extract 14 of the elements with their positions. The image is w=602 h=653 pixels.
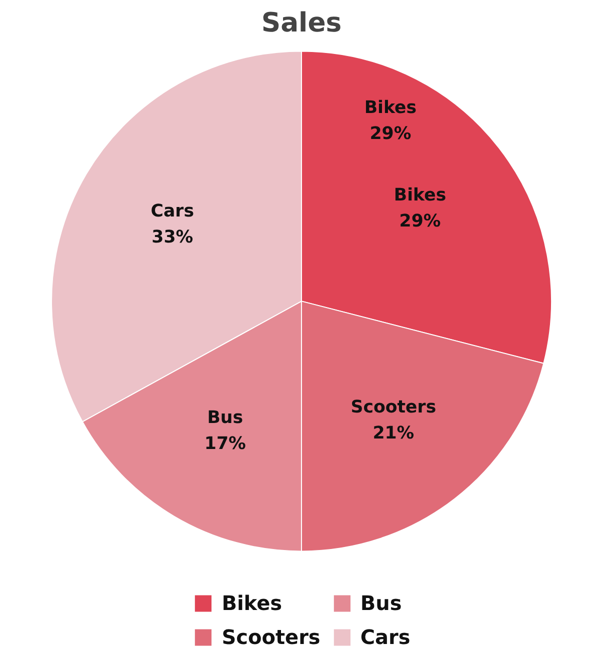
legend-label: Cars (360, 625, 410, 649)
data-label: 17% (204, 434, 246, 454)
text: Bikes 29% (364, 98, 417, 144)
data-label: 29% (399, 212, 441, 232)
slice-label: Bus (207, 408, 244, 428)
slice-label: Scooters (350, 397, 436, 418)
legend-label: Bikes (222, 591, 282, 615)
data-label: 21% (372, 423, 414, 444)
chart-title: Sales (261, 8, 342, 38)
legend-label: Scooters (222, 625, 320, 649)
legend-label: Bus (360, 591, 402, 615)
slice-label: Cars (150, 201, 194, 222)
data-label: 33% (152, 227, 194, 248)
slice-label: Bikes (394, 186, 446, 206)
